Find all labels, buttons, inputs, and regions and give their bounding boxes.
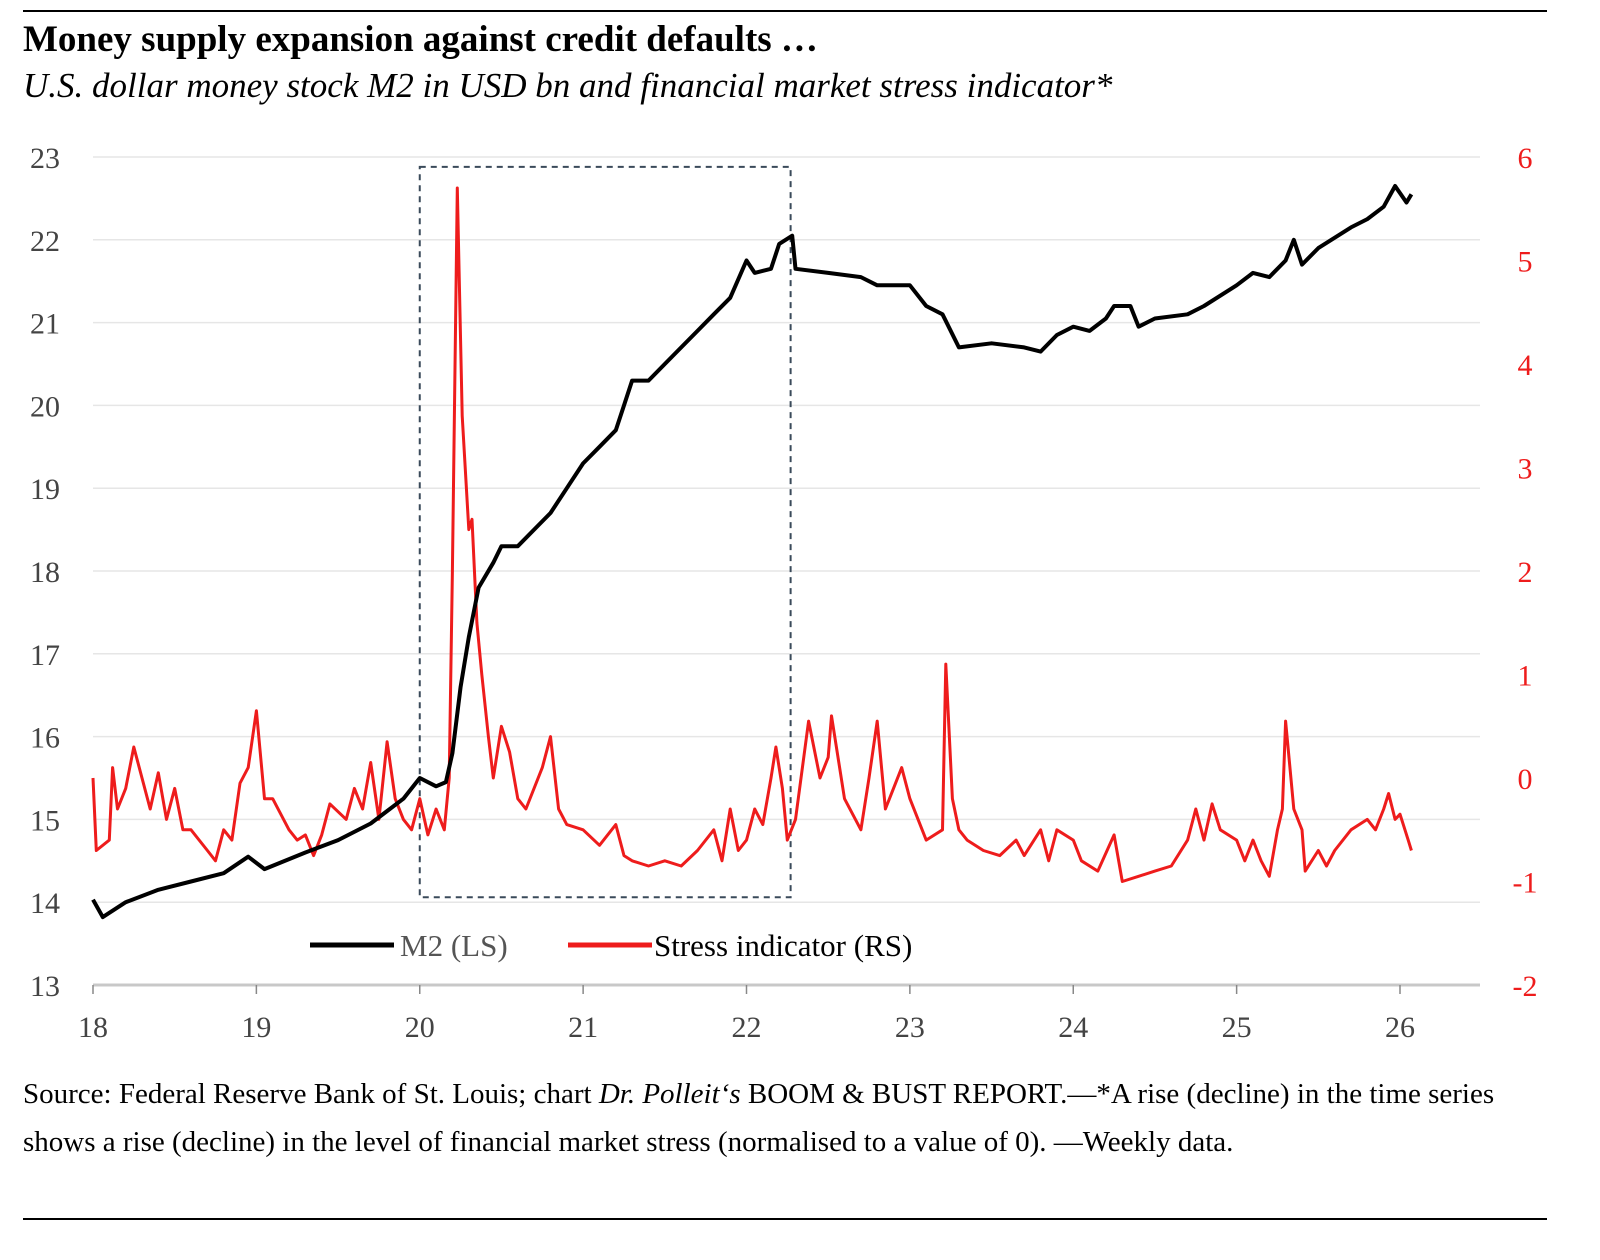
right-axis: -2 -1 0 1 2 3 4 5 6 [1513, 142, 1538, 1003]
left-tick-label: 16 [30, 722, 60, 755]
chart: 18 19 20 21 22 23 24 25 26 131415161718192021222… [30, 142, 1538, 1044]
right-tick-label: 0 [1518, 763, 1533, 796]
x-tick-label: 20 [405, 1011, 435, 1044]
legend-label-m2: M2 (LS) [400, 928, 508, 963]
x-tick-label: 25 [1222, 1011, 1252, 1044]
left-tick-label: 18 [30, 556, 60, 589]
bottom-rule [23, 1218, 1547, 1220]
source-italic: Dr. Polleit‘s [598, 1078, 741, 1110]
chart-title: Money supply expansion against credit de… [23, 19, 818, 60]
x-tick-label: 19 [241, 1011, 271, 1044]
right-tick-label: 5 [1518, 246, 1533, 279]
left-axis: 13 14 15 16 17 18 19 20 21 22 23 [30, 142, 60, 1003]
m2-line [91, 184, 1414, 920]
legend-label-stress: Stress indicator (RS) [654, 928, 912, 963]
left-tick-label: 21 [30, 308, 60, 341]
highlight-box [418, 165, 792, 899]
right-tick-label: 3 [1518, 453, 1533, 486]
right-tick-label: -2 [1513, 970, 1538, 1003]
series-lines [91, 184, 1414, 920]
left-tick-label: 23 [30, 142, 60, 175]
left-tick-label: 22 [30, 225, 60, 258]
chart-subtitle: U.S. dollar money stock M2 in USD bn and… [23, 66, 1113, 105]
source-suffix: BOOM & BUST REPORT.—*A rise (decline) in… [23, 1078, 1495, 1158]
left-tick-label: 20 [30, 390, 60, 423]
x-tick-label: 24 [1058, 1011, 1088, 1044]
right-tick-label: 6 [1518, 142, 1533, 175]
left-tick-label: 13 [30, 970, 60, 1003]
left-tick-label: 15 [30, 804, 60, 837]
x-tick-label: 23 [895, 1011, 925, 1044]
left-tick-label: 17 [30, 639, 60, 672]
right-tick-label: -1 [1513, 867, 1538, 900]
x-tick-label: 18 [78, 1011, 108, 1044]
x-tick-label: 21 [568, 1011, 598, 1044]
left-tick-label: 14 [30, 887, 60, 920]
legend: M2 (LS) Stress indicator (RS) [310, 928, 912, 963]
x-tick-label: 22 [732, 1011, 762, 1044]
x-axis: 18 19 20 21 22 23 24 25 26 [78, 985, 1415, 1044]
source-prefix: Source: Federal Reserve Bank of St. Loui… [23, 1078, 599, 1110]
right-tick-label: 1 [1518, 660, 1533, 693]
right-tick-label: 2 [1518, 556, 1533, 589]
source-note: Source: Federal Reserve Bank of St. Loui… [23, 1070, 1533, 1166]
stress-indicator-line [91, 186, 1413, 883]
gridlines [93, 156, 1480, 987]
left-tick-label: 19 [30, 473, 60, 506]
x-tick-label: 26 [1385, 1011, 1415, 1044]
right-tick-label: 4 [1518, 349, 1533, 382]
highlight-box-rect [418, 165, 792, 899]
top-rule [23, 10, 1547, 12]
